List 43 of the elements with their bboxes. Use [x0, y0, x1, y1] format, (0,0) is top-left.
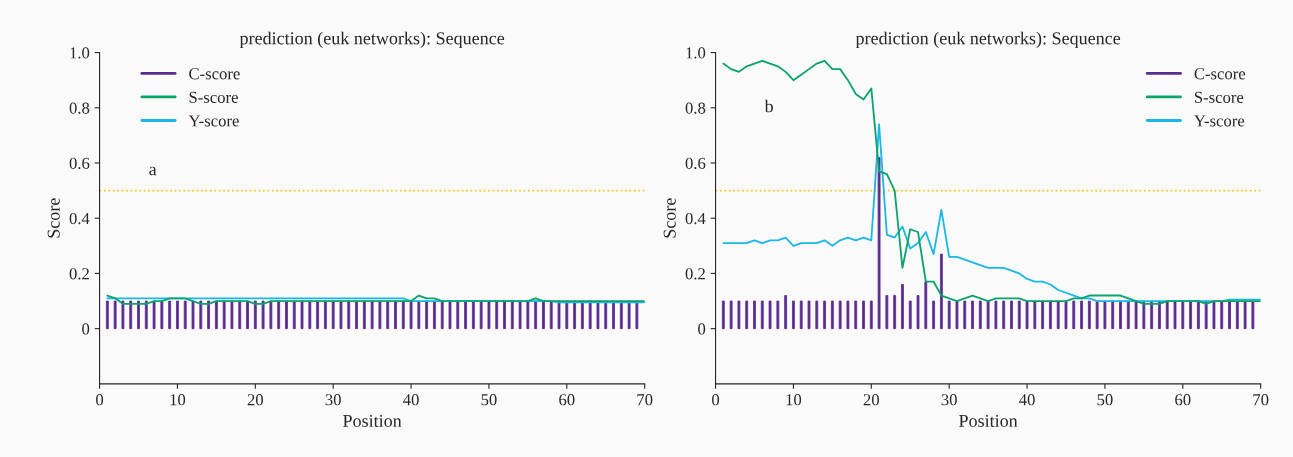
legend-label: Y-score [188, 115, 239, 127]
y-tick-label: 0.4 [685, 212, 706, 225]
y-tick-label: 0.2 [69, 268, 89, 280]
x-tick-label: 60 [1175, 394, 1191, 406]
chart-title: prediction (euk networks): Sequence [239, 31, 505, 49]
x-tick-label: 70 [637, 394, 653, 406]
x-tick-label: 30 [941, 394, 957, 406]
y-tick-label: 1.0 [686, 47, 706, 59]
y-tick-label: 0 [698, 323, 706, 335]
y-tick-label: 0.4 [69, 212, 90, 225]
y-tick-label: 0.8 [685, 102, 706, 114]
chart-title: prediction (euk networks): Sequence [855, 31, 1121, 49]
y-tick-label: 0.8 [69, 102, 90, 114]
annotation: b [764, 99, 773, 113]
annotation: a [149, 166, 157, 176]
x-tick-label: 40 [403, 394, 419, 406]
x-tick-label: 60 [559, 394, 575, 406]
x-tick-label: 20 [247, 394, 264, 406]
x-tick-label: 0 [712, 394, 720, 406]
x-tick-label: 20 [863, 394, 879, 406]
y-axis-title: Score [663, 198, 676, 238]
x-tick-label: 50 [481, 394, 497, 406]
legend-label: C-score [1194, 68, 1246, 80]
y-tick-label: 0.6 [69, 157, 90, 170]
x-tick-label: 0 [96, 394, 104, 406]
x-tick-label: 70 [1253, 394, 1269, 406]
y-axis-title: Score [47, 198, 60, 238]
legend-label: S-score [1194, 91, 1244, 103]
y-tick-label: 0.6 [685, 157, 706, 170]
legend-label: Y-score [1194, 115, 1245, 127]
y-tick-label: 0.2 [685, 268, 705, 280]
x-tick-label: 30 [325, 394, 341, 406]
x-tick-label: 10 [170, 394, 186, 406]
legend-label: S-score [189, 91, 238, 103]
x-axis-title: Position [959, 414, 1018, 427]
y-tick-label: 0 [82, 323, 90, 335]
legend-label: C-score [189, 68, 240, 80]
y-tick-label: 1.0 [70, 47, 90, 59]
x-tick-label: 10 [786, 394, 802, 406]
x-axis-title: Position [343, 414, 402, 427]
x-tick-label: 50 [1097, 394, 1113, 406]
line-series [722, 59, 1261, 305]
x-tick-label: 40 [1019, 394, 1035, 406]
